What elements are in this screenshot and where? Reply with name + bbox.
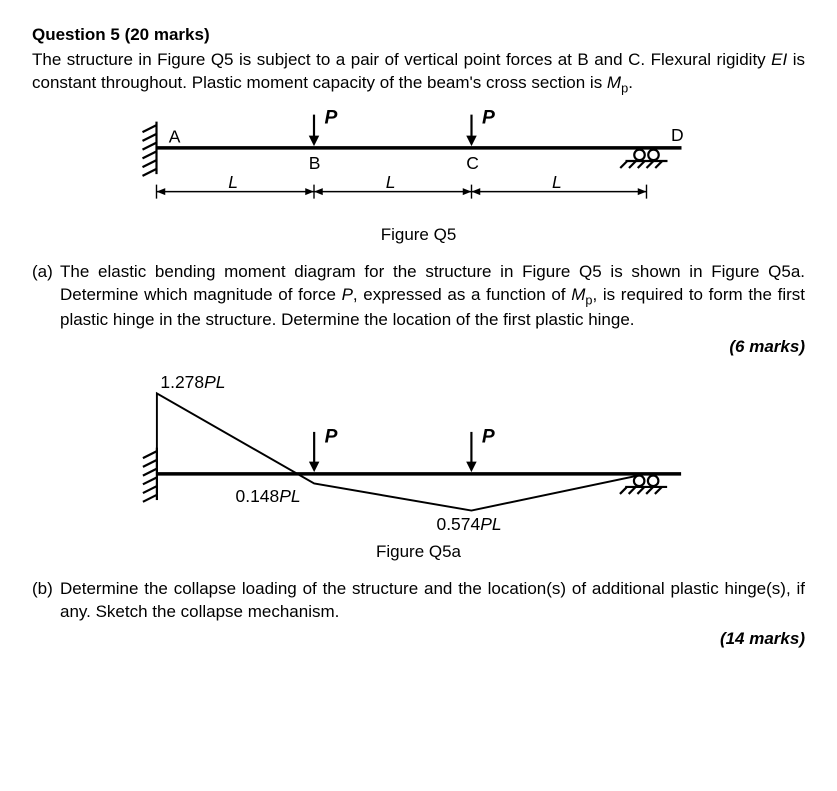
part-a-marks: (6 marks) — [32, 336, 805, 359]
part-b-marks: (14 marks) — [32, 628, 805, 651]
figure-q5a: 1.278PL 0.148PL 0.574PL P P — [32, 369, 805, 535]
part-a-mp: M — [571, 285, 585, 304]
label-l1: L — [228, 173, 238, 193]
intro-mp: M — [607, 73, 621, 92]
label-p2: P — [482, 108, 495, 129]
label-p1: P — [324, 108, 337, 129]
question-intro: The structure in Figure Q5 is subject to… — [32, 49, 805, 97]
part-b: (b) Determine the collapse loading of th… — [32, 578, 805, 624]
label-c: C — [466, 153, 479, 173]
label-b: B — [308, 153, 320, 173]
figure-q5a-caption: Figure Q5a — [32, 541, 805, 564]
figure-q5-caption: Figure Q5 — [32, 224, 805, 247]
intro-ei: EI — [771, 50, 787, 69]
intro-text-1: The structure in Figure Q5 is subject to… — [32, 50, 771, 69]
label-a: A — [168, 127, 180, 147]
intro-text-3: . — [628, 73, 633, 92]
part-b-body: Determine the collapse loading of the st… — [60, 578, 805, 624]
part-a-label: (a) — [32, 261, 60, 331]
label-p2a: P — [481, 426, 494, 447]
label-mb: 0.148PL — [235, 486, 300, 506]
part-b-label: (b) — [32, 578, 60, 624]
label-l3: L — [552, 173, 562, 193]
label-mc: 0.574PL — [436, 514, 501, 534]
label-d: D — [671, 125, 684, 145]
part-a-text-2: , expressed as a function of — [353, 285, 571, 304]
label-l2: L — [385, 173, 395, 193]
label-p1a: P — [324, 426, 337, 447]
question-title: Question 5 (20 marks) — [32, 24, 805, 47]
part-a-body: The elastic bending moment diagram for t… — [60, 261, 805, 331]
label-ma: 1.278PL — [160, 372, 225, 392]
figure-q5: A B C D P P L L L — [32, 104, 805, 218]
part-a-p: P — [342, 285, 353, 304]
part-a: (a) The elastic bending moment diagram f… — [32, 261, 805, 331]
